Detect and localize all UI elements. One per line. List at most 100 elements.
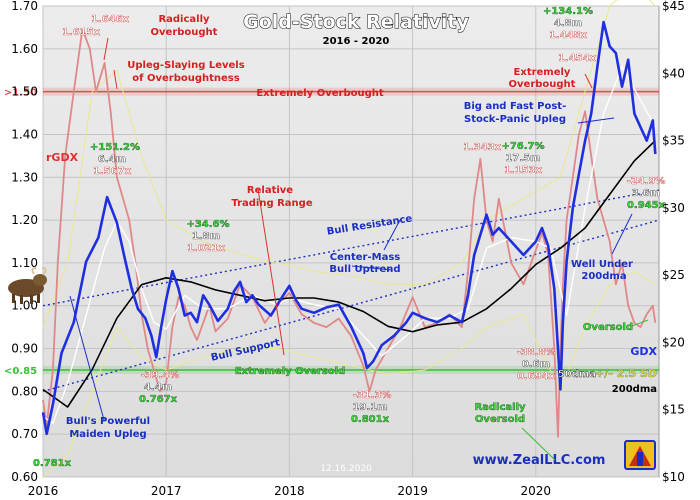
- arrow-oversold: [631, 319, 649, 327]
- left-tick-label: 1.30: [11, 170, 38, 184]
- annotation: 0.767x: [139, 394, 178, 405]
- arrow-big-fast: [577, 117, 615, 124]
- legend-sd: +/- 2.5 SD: [595, 367, 657, 380]
- annotation: 0.694x: [517, 371, 556, 382]
- trendline: [42, 219, 660, 393]
- annotation: Bull's Powerful: [66, 416, 150, 427]
- annotation: Big and Fast Post-: [464, 101, 567, 112]
- annotation: 1.454x: [558, 53, 597, 64]
- series-line--2-5-sd: [42, 0, 656, 328]
- left-tick-label: 1.40: [11, 127, 38, 141]
- right-tick-label: $25: [662, 268, 685, 282]
- arrow-extremely-overbought: [584, 73, 593, 89]
- annotation: Oversold: [583, 322, 633, 333]
- arrow-radically-oversold: [521, 427, 556, 461]
- annotations: Radically Overbought 1.646x 1.615x Upleg…: [33, 6, 666, 469]
- annotation: Extremely Oversold: [235, 366, 346, 377]
- annotation: Stock-Panic Upleg: [464, 114, 566, 125]
- right-tick-label: $35: [662, 134, 685, 148]
- annotation: 1.448x: [549, 30, 588, 41]
- trendlines: [42, 189, 660, 393]
- left-axis-label: rGDX: [46, 151, 79, 164]
- annotation: Bull Uptrend: [329, 264, 400, 275]
- annotation: 19.1m: [352, 402, 387, 413]
- annotation: Center-Mass: [330, 252, 401, 263]
- annotation: +134.1%: [543, 6, 593, 17]
- annotation: Oversold: [475, 414, 525, 425]
- left-tick-label: 1.00: [11, 299, 38, 313]
- left-tick-label: 1.20: [11, 213, 38, 227]
- legend-50dma: 50dma: [558, 369, 596, 380]
- x-tick-label: 2020: [521, 484, 552, 498]
- right-tick-label: $20: [662, 335, 685, 349]
- arrow-upleg-slaying: [113, 69, 118, 90]
- left-tick-label: 0.70: [11, 427, 38, 441]
- reference-lines: >1.50 <0.85: [4, 87, 659, 377]
- reference-label: <0.85: [4, 366, 37, 377]
- arrow-relative-range: [257, 188, 285, 356]
- reference-label: >1.50: [4, 88, 37, 99]
- annotation: -31.3%: [353, 390, 392, 401]
- x-tick-label: 2016: [28, 484, 59, 498]
- right-tick-label: $15: [662, 403, 685, 417]
- series-line-rgdx: [42, 28, 657, 438]
- date-stamp: 12.16.2020: [320, 464, 372, 474]
- annotation: Extremely: [514, 67, 571, 78]
- annotation: 0.945x: [627, 200, 666, 211]
- annotation: 1.8m: [192, 231, 220, 242]
- annotation: Well Under: [571, 259, 633, 270]
- axes: 0.60 0.70 0.80 0.90 1.00 1.10 1.20 1.30 1.40 1.50…: [11, 0, 685, 498]
- left-tick-label: 0.90: [11, 342, 38, 356]
- arrow-center-mass: [351, 265, 393, 271]
- annotation: Overbought: [509, 79, 576, 90]
- x-tick-label: 2017: [151, 484, 182, 498]
- annotation: 3.6m: [632, 188, 660, 199]
- annotation: 0.6m: [522, 359, 550, 370]
- zeal-logo: [624, 440, 656, 470]
- annotation-arrows: [69, 37, 649, 461]
- annotation: 1.646x: [91, 14, 130, 25]
- left-tick-label: 1.70: [11, 0, 38, 13]
- chart-subtitle: 2016 - 2020: [323, 36, 390, 47]
- bull-icon: [8, 267, 47, 304]
- annotation: +34.6%: [186, 219, 229, 230]
- x-tick-label: 2019: [397, 484, 428, 498]
- annotation: +151.2%: [90, 142, 140, 153]
- arrow-maiden-upleg: [69, 295, 105, 421]
- annotation: -38.8%: [517, 347, 556, 358]
- annotation: Trading Range: [231, 198, 312, 209]
- right-tick-label: $40: [662, 66, 685, 80]
- right-tick-label: $10: [662, 470, 685, 484]
- annotation: +76.7%: [501, 141, 544, 152]
- annotation: Upleg-Slaying Levels: [127, 60, 244, 71]
- annotation: 4.4m: [144, 382, 172, 393]
- series-line-gdx: [41, 20, 657, 436]
- annotation: -39.4%: [141, 370, 180, 381]
- annotation: 0.781x: [33, 458, 72, 469]
- chart-title: Gold-Stock Relativity: [243, 11, 469, 33]
- annotation: of Overboughtness: [132, 73, 239, 84]
- legend-200dma: 200dma: [612, 384, 657, 395]
- annotation: 1.153x: [504, 165, 543, 176]
- x-tick-label: 2018: [274, 484, 305, 498]
- annotation: 1.343x: [463, 142, 502, 153]
- left-tick-label: 0.60: [11, 470, 38, 484]
- website-label: www.ZealLLC.com: [473, 453, 606, 468]
- legend-gdx: GDX: [630, 345, 657, 358]
- annotation: Radically: [474, 402, 526, 413]
- series-line-200dma: [42, 140, 656, 408]
- annotation: 1.615x: [62, 27, 101, 38]
- annotation: 17.5m: [505, 153, 540, 164]
- arrow-radically-overbought: [103, 37, 109, 61]
- annotation: 4.8m: [554, 18, 582, 29]
- left-tick-label: 1.50: [11, 85, 38, 99]
- annotation: 1.021x: [187, 243, 226, 254]
- arrow-bull-resistance: [383, 219, 401, 251]
- left-tick-label: 0.80: [11, 384, 38, 398]
- right-tick-label: $45: [662, 0, 685, 13]
- annotation: Relative: [247, 185, 293, 196]
- annotation: Extremely Overbought: [256, 88, 384, 99]
- annotation: -24.9%: [627, 176, 666, 187]
- right-tick-label: $30: [662, 201, 685, 215]
